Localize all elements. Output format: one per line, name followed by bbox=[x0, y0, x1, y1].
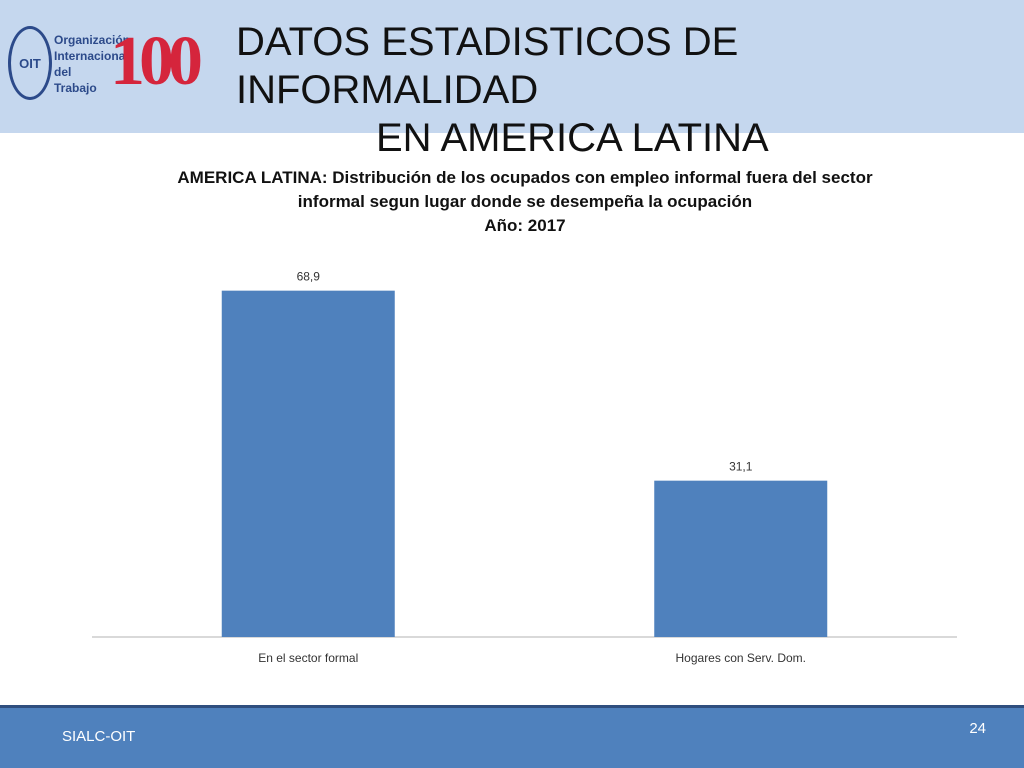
slide-title-line2: EN AMERICA LATINA bbox=[376, 116, 769, 160]
chart-title: AMERICA LATINA: Distribución de los ocup… bbox=[100, 166, 950, 238]
ilo-logo: OIT Organización Internacional del Traba… bbox=[8, 22, 203, 104]
slide-header: OIT Organización Internacional del Traba… bbox=[0, 0, 1024, 160]
x-tick-label-0: En el sector formal bbox=[258, 651, 358, 665]
page-number: 24 bbox=[969, 720, 986, 737]
data-label-0: 68,9 bbox=[297, 270, 321, 284]
chart-title-line1: AMERICA LATINA: Distribución de los ocup… bbox=[177, 168, 873, 187]
centenary-logo: 100 bbox=[110, 23, 203, 100]
ilo-emblem-icon: OIT bbox=[8, 26, 52, 100]
data-label-1: 31,1 bbox=[729, 460, 753, 474]
footer-source-label: SIALC-OIT bbox=[62, 728, 136, 745]
slide-title: DATOS ESTADISTICOS DE INFORMALIDAD EN AM… bbox=[236, 18, 1016, 162]
slide-title-line1: DATOS ESTADISTICOS DE INFORMALIDAD bbox=[236, 20, 739, 112]
bar-1 bbox=[654, 480, 828, 637]
chart-title-line3: Año: 2017 bbox=[484, 216, 566, 235]
ilo-org-name: Organización Internacional del Trabajo bbox=[54, 33, 131, 95]
chart-title-line2: informal segun lugar donde se desempeña … bbox=[297, 192, 753, 211]
x-tick-label-1: Hogares con Serv. Dom. bbox=[676, 651, 807, 665]
slide-footer: SIALC-OIT 24 bbox=[0, 705, 1024, 768]
bar-0 bbox=[221, 290, 395, 637]
